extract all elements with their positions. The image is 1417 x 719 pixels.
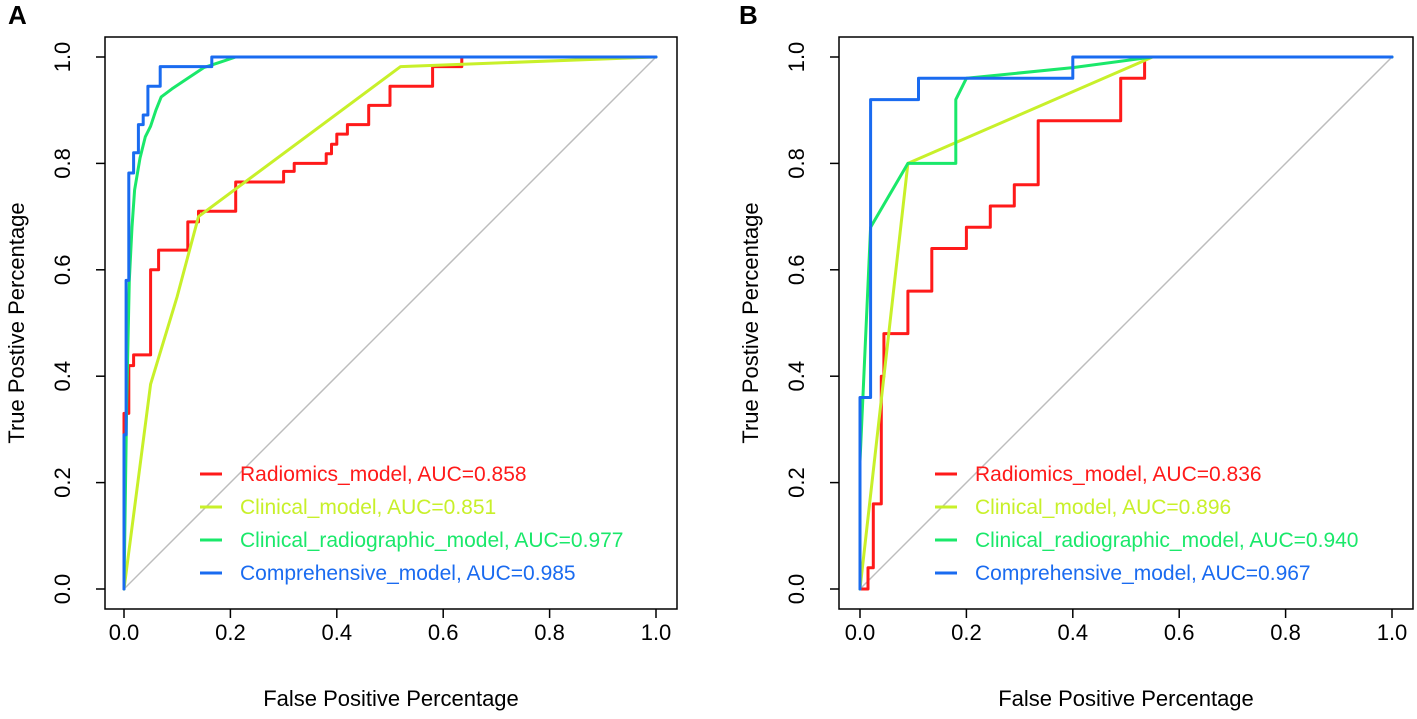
- y-tick-label: 0.6: [784, 255, 809, 286]
- reference-diagonal: [859, 56, 1393, 590]
- panel-b: B 0.0 0.2 0.4 0.6 0.8 1.0 0.0 0.2 0.4 0.6 0.8 1.0 Fal…: [738, 0, 1414, 711]
- curve-clinical-model: [122, 55, 658, 591]
- x-tick-label: 0.6: [428, 620, 459, 645]
- curve-clinical-radiographic-model: [858, 55, 1394, 591]
- legend-label: Clinical_model, AUC=0.896: [975, 496, 1231, 519]
- y-tick-label: 1.0: [784, 42, 809, 73]
- x-tick-label: 0.2: [951, 620, 982, 645]
- y-tick-label: 0.8: [784, 148, 809, 179]
- plot-frame: [838, 36, 1414, 610]
- x-tick-label: 0.6: [1164, 620, 1195, 645]
- x-tick-label: 0.4: [1058, 620, 1089, 645]
- panel-letter: B: [739, 0, 758, 30]
- legend-label: Radiomics_model, AUC=0.858: [240, 463, 527, 486]
- x-axis-label: False Positive Percentage: [263, 686, 519, 711]
- x-axis-label: False Positive Percentage: [998, 686, 1254, 711]
- legend-label: Clinical_model, AUC=0.851: [240, 496, 496, 519]
- y-tick-label: 0.2: [50, 467, 75, 498]
- y-tick-label: 0.0: [784, 574, 809, 605]
- x-tick-label: 0.4: [322, 620, 353, 645]
- legend-label: Clinical_radiographic_model, AUC=0.940: [975, 529, 1358, 552]
- panel-a: A 0.0 0.2 0.4 0.6 0.8 1.0 0.0 0.2 0.4 0.6 0.8 1.0 Fal…: [4, 0, 678, 711]
- y-tick-label: 0.4: [784, 361, 809, 392]
- x-tick-label: 1.0: [641, 620, 672, 645]
- y-tick-label: 0.6: [50, 255, 75, 286]
- x-tick-label: 0.8: [534, 620, 565, 645]
- x-tick-label: 0.8: [1270, 620, 1301, 645]
- legend-label: Radiomics_model, AUC=0.836: [975, 463, 1262, 486]
- legend-label: Clinical_radiographic_model, AUC=0.977: [240, 529, 623, 552]
- curve-radiomics-model: [122, 55, 658, 591]
- x-tick-label: 0.2: [215, 620, 246, 645]
- plot-frame: [104, 36, 678, 610]
- curve-comprehensive-model: [858, 55, 1394, 591]
- y-axis-label: True Postive Percentage: [4, 202, 29, 443]
- y-tick-label: 0.2: [784, 467, 809, 498]
- x-tick-label: 1.0: [1377, 620, 1408, 645]
- curve-radiomics-model: [858, 55, 1394, 591]
- legend-label: Comprehensive_model, AUC=0.985: [240, 562, 576, 585]
- legend-label: Comprehensive_model, AUC=0.967: [975, 562, 1311, 585]
- y-tick-label: 0.4: [50, 361, 75, 392]
- y-tick-label: 1.0: [50, 42, 75, 73]
- y-tick-label: 0.0: [50, 574, 75, 605]
- x-tick-label: 0.0: [845, 620, 876, 645]
- curve-comprehensive-model: [122, 55, 658, 591]
- panel-letter: A: [8, 0, 27, 30]
- x-tick-label: 0.0: [109, 620, 140, 645]
- y-axis-label: True Postive Percentage: [738, 202, 763, 443]
- y-tick-label: 0.8: [50, 148, 75, 179]
- reference-diagonal: [123, 56, 657, 590]
